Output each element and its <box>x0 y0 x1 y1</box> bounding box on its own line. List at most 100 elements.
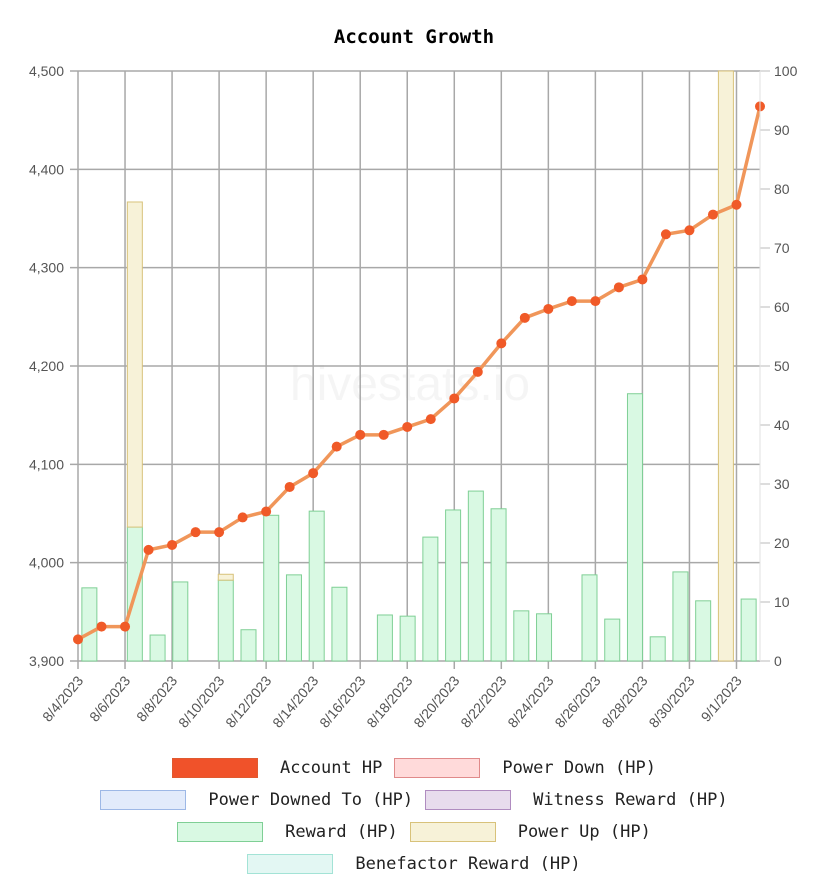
account-hp-point <box>378 429 389 440</box>
legend-item-account-hp[interactable]: Account HP <box>172 758 382 778</box>
bar-reward-hp <box>240 629 257 662</box>
y-right-tick-label: 80 <box>774 181 790 197</box>
legend-swatch <box>172 758 259 778</box>
account-hp-point <box>214 527 225 538</box>
y-left-tick-label: 4,300 <box>29 260 64 276</box>
x-tick-label: 8/14/2023 <box>269 672 321 730</box>
y-right-tick-label: 20 <box>774 535 790 551</box>
x-tick-label: 8/24/2023 <box>504 672 556 730</box>
account-hp-point <box>425 414 436 425</box>
legend-row: Benefactor Reward (HP) <box>0 848 828 880</box>
y-right-tick-label: 0 <box>774 653 782 669</box>
legend-label: Account HP <box>280 758 383 778</box>
bar-reward-hp <box>285 574 302 662</box>
bar-reward-hp <box>399 615 416 662</box>
bar-reward-hp <box>536 613 553 662</box>
y-right-tick-label: 10 <box>774 594 790 610</box>
legend-item-reward[interactable]: Reward (HP) <box>177 822 398 842</box>
account-hp-point <box>167 539 178 550</box>
bar-reward-hp <box>649 636 666 662</box>
legend-label: Power Up (HP) <box>517 822 651 842</box>
bar-reward-hp <box>149 634 166 662</box>
account-hp-point <box>684 225 695 236</box>
bar-power-up-hp <box>126 201 143 528</box>
account-hp-point <box>308 468 319 479</box>
chart-svg: hivestats.io 3,9004,0004,1004,2004,3004,… <box>29 63 798 731</box>
legend-item-power-up[interactable]: Power Up (HP) <box>409 822 651 842</box>
y-left-tick-label: 4,200 <box>29 358 64 374</box>
bar-reward-hp <box>308 510 325 662</box>
legend-label: Benefactor Reward (HP) <box>355 854 581 874</box>
bar-reward-hp <box>331 586 348 662</box>
account-hp-point <box>590 296 601 307</box>
legend-swatch <box>177 822 264 842</box>
legend-item-power-downed-to[interactable]: Power Downed To (HP) <box>100 790 413 810</box>
account-hp-point <box>190 527 201 538</box>
bar-reward-hp <box>581 574 598 662</box>
y-right-tick-label: 30 <box>774 476 790 492</box>
legend-item-benefactor-reward[interactable]: Benefactor Reward (HP) <box>247 854 581 874</box>
bar-power-up-hp <box>717 70 734 662</box>
legend-label: Reward (HP) <box>285 822 398 842</box>
x-tick-label: 8/16/2023 <box>316 672 368 730</box>
bar-reward-hp <box>490 508 507 662</box>
legend-swatch <box>425 790 512 810</box>
bar-reward-hp <box>695 600 712 662</box>
legend-row: Reward (HP) Power Up (HP) <box>0 816 828 848</box>
bar-reward-hp <box>376 614 393 662</box>
account-hp-point <box>472 366 483 377</box>
account-hp-point <box>96 621 107 632</box>
bar-power-up-hp <box>217 573 234 581</box>
bar-reward-hp <box>217 579 234 662</box>
legend-label: Power Downed To (HP) <box>208 790 414 810</box>
y-left-tick-label: 4,100 <box>29 456 64 472</box>
account-hp-point <box>519 312 530 323</box>
account-hp-point <box>449 393 460 404</box>
account-hp-point <box>120 621 131 632</box>
x-tick-label: 8/8/2023 <box>133 672 180 724</box>
bar-reward-hp <box>81 587 98 662</box>
bar-reward-hp <box>263 514 280 662</box>
x-tick-label: 8/22/2023 <box>457 672 509 730</box>
bar-reward-hp <box>740 598 757 662</box>
y-right-tick-label: 70 <box>774 240 790 256</box>
account-hp-point <box>496 338 507 349</box>
account-hp-point <box>143 544 154 555</box>
bar-reward-hp <box>445 509 462 662</box>
legend-swatch <box>394 758 481 778</box>
legend-item-power-down[interactable]: Power Down (HP) <box>394 758 656 778</box>
account-hp-point <box>355 429 366 440</box>
bar-reward-hp <box>467 490 484 662</box>
y-left-tick-label: 3,900 <box>29 653 64 669</box>
y-right-tick-label: 100 <box>774 63 798 79</box>
x-tick-label: 8/10/2023 <box>175 672 227 730</box>
y-right-tick-label: 90 <box>774 122 790 138</box>
y-left-tick-label: 4,400 <box>29 161 64 177</box>
chart-title: Account Growth <box>333 26 495 48</box>
account-hp-point <box>543 303 554 314</box>
legend-swatch <box>100 790 187 810</box>
legend-swatch <box>247 854 334 874</box>
y-right-tick-label: 50 <box>774 358 790 374</box>
bar-reward-hp <box>626 393 643 662</box>
bar-reward-hp <box>513 610 530 662</box>
bar-reward-hp <box>604 618 621 662</box>
bar-series <box>81 70 757 662</box>
account-hp-point <box>707 209 718 220</box>
account-hp-point <box>566 296 577 307</box>
account-hp-point <box>284 481 295 492</box>
bar-reward-hp <box>672 571 689 662</box>
account-hp-point <box>261 506 272 517</box>
account-hp-point <box>660 229 671 240</box>
x-tick-label: 9/1/2023 <box>697 672 744 724</box>
line-series <box>73 101 765 645</box>
account-hp-point <box>731 199 742 210</box>
bar-reward-hp <box>172 581 189 662</box>
y-left-tick-label: 4,500 <box>29 63 64 79</box>
account-hp-point <box>237 512 248 523</box>
x-tick-label: 8/12/2023 <box>222 672 274 730</box>
x-tick-label: 8/26/2023 <box>551 672 603 730</box>
x-tick-label: 8/6/2023 <box>86 672 133 724</box>
legend-row: Account HP Power Down (HP) <box>0 752 828 784</box>
legend-item-witness-reward[interactable]: Witness Reward (HP) <box>425 790 728 810</box>
